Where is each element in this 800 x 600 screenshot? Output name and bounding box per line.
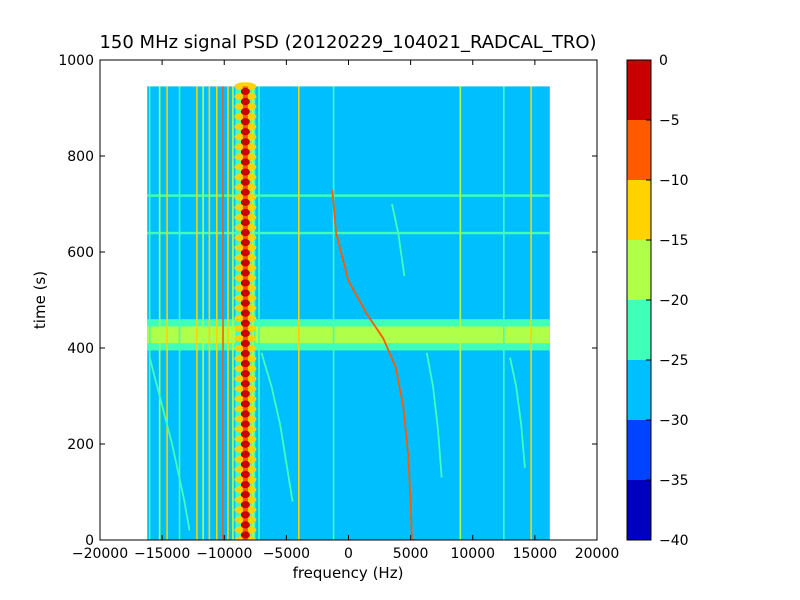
colorbar-tick-label: 0 bbox=[659, 53, 668, 69]
carrier-bead bbox=[240, 501, 250, 509]
colorbar-segment bbox=[627, 240, 651, 300]
y-axis: 0 200 400 600 800 1000 bbox=[58, 53, 597, 549]
sweep-curve bbox=[509, 357, 526, 469]
y-axis-label: time (s) bbox=[31, 271, 49, 329]
colorbar-segment bbox=[627, 120, 651, 180]
carrier-bead bbox=[240, 329, 250, 337]
x-tick-label: 10000 bbox=[450, 546, 495, 562]
carrier-bead bbox=[240, 511, 250, 519]
carrier-bead bbox=[240, 491, 250, 499]
carrier-bead bbox=[240, 531, 250, 539]
y-tick-label: 1000 bbox=[58, 53, 94, 69]
carrier-bead bbox=[240, 138, 250, 146]
x-tick-label: −15000 bbox=[134, 546, 190, 562]
carrier-bead bbox=[240, 339, 250, 348]
carrier-bead bbox=[240, 148, 250, 156]
colorbar-tick-label: −25 bbox=[659, 353, 689, 369]
chart-title: 150 MHz signal PSD (20120229_104021_RADC… bbox=[99, 32, 596, 53]
carrier-bead bbox=[240, 319, 250, 327]
colorbar-segment bbox=[627, 360, 651, 420]
carrier-bead bbox=[240, 480, 250, 489]
colorbar-segment bbox=[627, 480, 651, 540]
y-tick-label: 400 bbox=[67, 341, 94, 357]
horizontal-band bbox=[147, 231, 550, 235]
x-tick-label: −5000 bbox=[263, 546, 310, 562]
sweep-curve bbox=[148, 357, 191, 531]
x-tick-label: 0 bbox=[344, 546, 353, 562]
carrier-bead bbox=[240, 430, 250, 438]
carrier-bead bbox=[240, 108, 250, 116]
sweep-curve bbox=[391, 203, 406, 277]
colorbar-tick-label: −35 bbox=[659, 473, 689, 489]
x-tick-label: 5000 bbox=[393, 546, 429, 562]
horizontal-band bbox=[147, 194, 550, 197]
y-tick-label: 600 bbox=[67, 245, 94, 261]
carrier-bead bbox=[240, 259, 250, 267]
colorbar: −40 −35 −30 −25 −20 −15 −10 −5 0 bbox=[626, 53, 689, 549]
colorbar-tick-label: −5 bbox=[659, 113, 680, 129]
carrier-bead bbox=[240, 521, 250, 529]
carrier-bead bbox=[240, 279, 250, 287]
carrier-bead bbox=[240, 228, 250, 237]
carrier-bead bbox=[240, 349, 250, 358]
carrier-bead bbox=[240, 198, 250, 206]
carrier-bead bbox=[240, 299, 250, 307]
y-tick-label: 200 bbox=[67, 437, 94, 453]
carrier-bead bbox=[240, 470, 250, 479]
carrier-bead bbox=[240, 440, 250, 448]
horizontal-band bbox=[147, 326, 550, 344]
x-tick-label: 15000 bbox=[513, 546, 558, 562]
x-axis-label: frequency (Hz) bbox=[293, 564, 404, 582]
carrier-bead bbox=[240, 118, 250, 126]
carrier-bead bbox=[240, 360, 250, 368]
colorbar-tick-label: −40 bbox=[659, 533, 689, 549]
carrier-bead bbox=[240, 128, 250, 136]
carrier-bead bbox=[240, 410, 250, 418]
carrier-bead bbox=[240, 208, 250, 216]
colorbar-tick-label: −30 bbox=[659, 413, 689, 429]
y-tick-label: 800 bbox=[67, 149, 94, 165]
carrier-bead bbox=[240, 188, 250, 196]
sweep-curve bbox=[425, 352, 443, 478]
colorbar-segment bbox=[627, 420, 651, 480]
carrier-bead bbox=[240, 390, 250, 398]
carrier-bead bbox=[240, 249, 250, 257]
psd-background bbox=[147, 86, 550, 540]
spectrogram-image bbox=[147, 82, 550, 540]
carrier-bead bbox=[240, 87, 250, 96]
carrier-bead bbox=[240, 460, 250, 468]
carrier-bead bbox=[240, 158, 250, 166]
carrier-bead bbox=[240, 178, 250, 186]
colorbar-segment bbox=[627, 180, 651, 240]
carrier-bead bbox=[240, 289, 250, 297]
colorbar-tick-label: −20 bbox=[659, 293, 689, 309]
carrier-bead bbox=[240, 400, 250, 408]
sweep-curve bbox=[260, 352, 294, 502]
colorbar-tick-label: −15 bbox=[659, 233, 689, 249]
colorbar-segment bbox=[627, 60, 651, 120]
x-tick-label: −10000 bbox=[196, 546, 252, 562]
sweep-curve bbox=[331, 189, 413, 540]
colorbar-segment bbox=[627, 300, 651, 360]
carrier-bead bbox=[240, 218, 250, 227]
colorbar-tick-label: −10 bbox=[659, 173, 689, 189]
carrier-bead bbox=[240, 370, 250, 378]
carrier-bead bbox=[240, 309, 250, 317]
carrier-bead bbox=[240, 168, 250, 176]
x-tick-label: 20000 bbox=[575, 546, 620, 562]
carrier-bead bbox=[240, 380, 250, 388]
carrier-bead bbox=[240, 450, 250, 458]
x-axis: −20000 −15000 −10000 −5000 0 5000 10000 15000 20… bbox=[72, 60, 619, 562]
carrier-bead bbox=[240, 97, 250, 106]
x-tick-label: −20000 bbox=[72, 546, 128, 562]
carrier-bead bbox=[240, 239, 250, 247]
y-tick-label: 0 bbox=[85, 533, 94, 549]
carrier-bead bbox=[240, 269, 250, 277]
carrier-bead bbox=[240, 420, 250, 428]
